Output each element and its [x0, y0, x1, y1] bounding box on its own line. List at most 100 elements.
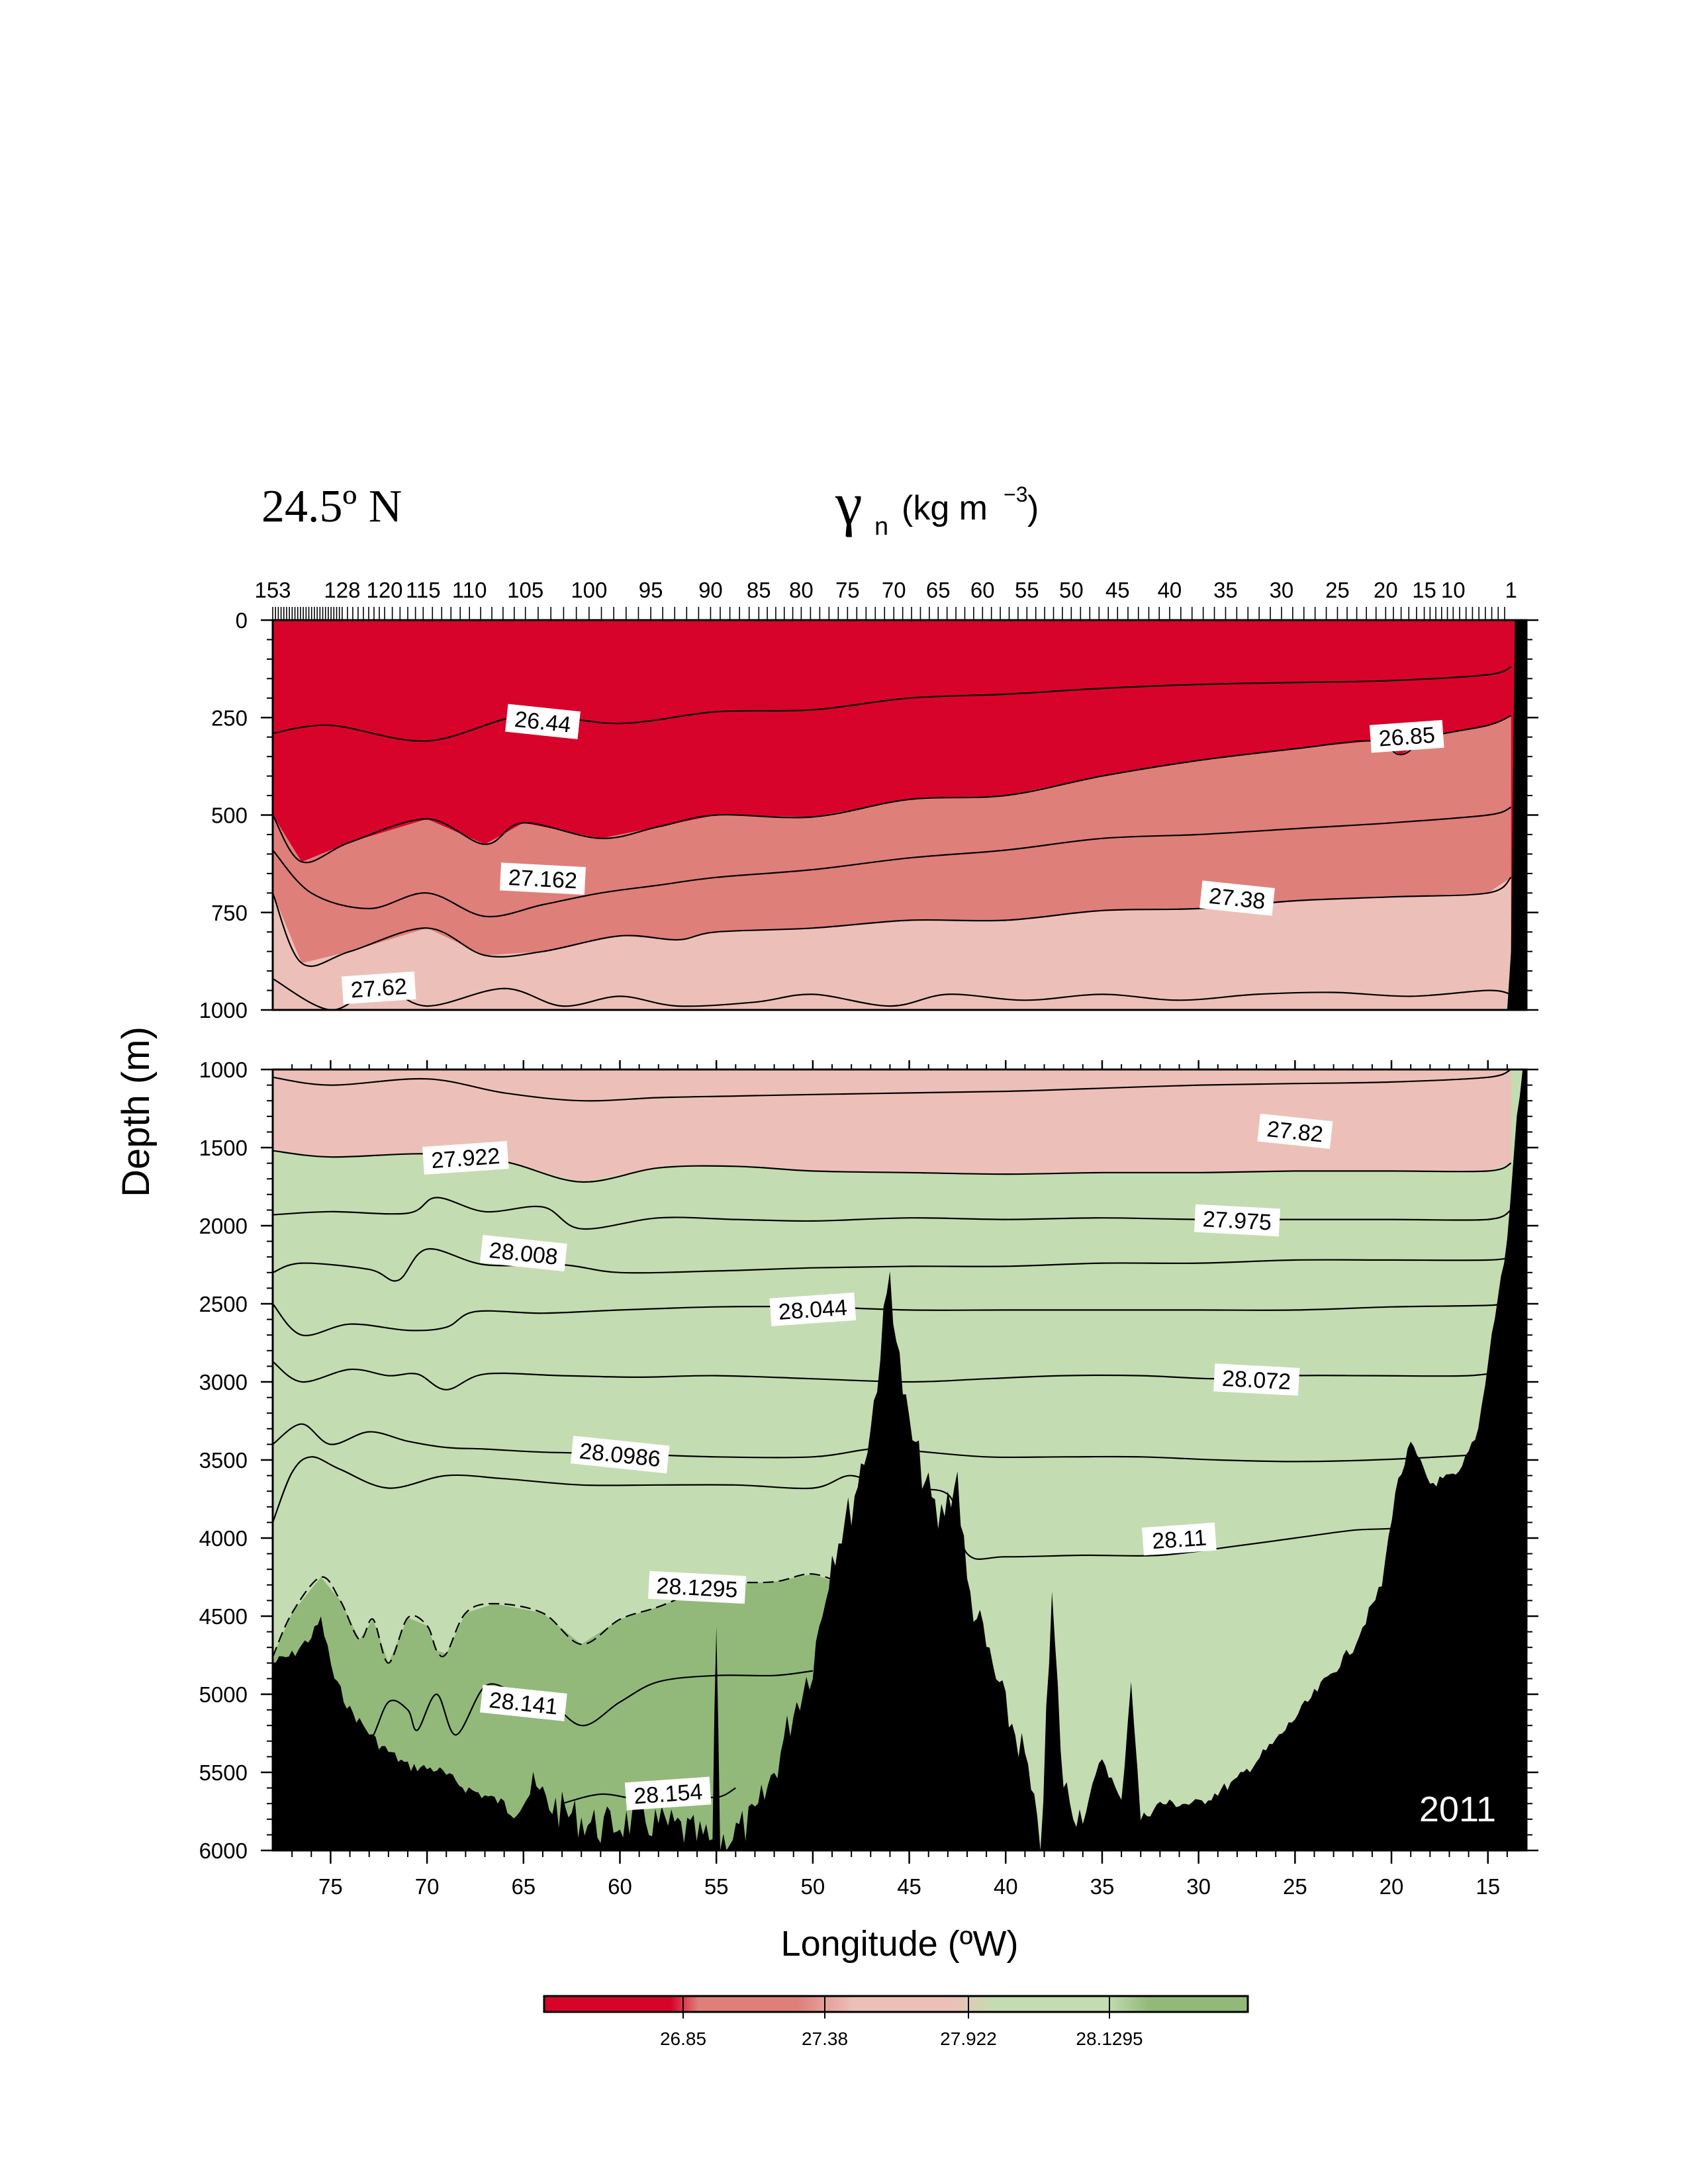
station-label: 128	[324, 578, 360, 602]
contour-28.008	[273, 1248, 1511, 1282]
colorbar-tick-label: 26.85	[660, 2028, 706, 2049]
contour-label-28.044: 28.044	[769, 1292, 857, 1326]
contour-27.62	[273, 978, 1511, 1010]
contour-label-27.975: 27.975	[1194, 1204, 1280, 1237]
xtick-label: 60	[608, 1874, 632, 1899]
lower-panel: 27.8227.92227.97528.00828.04428.07228.09…	[273, 1069, 1526, 1850]
y-axis-label: Depth (m)	[115, 1026, 158, 1197]
region-layer-3-upper	[273, 877, 1511, 1010]
contour-label-27.922: 27.922	[422, 1141, 509, 1175]
xtick-label: 45	[897, 1874, 921, 1899]
ytick-label: 1000	[199, 1058, 248, 1082]
ytick-label: 750	[211, 901, 248, 925]
ytick-label: 3500	[199, 1448, 248, 1473]
xtick-label: 20	[1380, 1874, 1404, 1899]
chart-title-left: 24.5º N	[261, 481, 402, 532]
contour-label-27.82: 27.82	[1257, 1113, 1333, 1150]
chart-title-center: γ n (kg m −3 )	[835, 470, 1039, 541]
station-label: 95	[639, 578, 663, 602]
colorbar-tick-label: 28.1295	[1076, 2028, 1143, 2049]
station-label: 115	[406, 578, 441, 602]
station-label: 55	[1015, 578, 1039, 602]
contour-26.44	[273, 666, 1512, 742]
station-label: 100	[571, 578, 607, 602]
station-label: 1	[1505, 578, 1517, 602]
axes: 0 250 500 750 1000 1000 1500 2000 2500 3000 3500 40…	[199, 578, 1538, 1899]
contour-label-28.11: 28.11	[1142, 1522, 1217, 1556]
station-label: 65	[926, 578, 951, 602]
colorbar: 26.85 27.38 27.922 28.1295	[543, 1995, 1249, 2049]
xtick-label: 15	[1476, 1874, 1500, 1899]
contour-label-text: 28.072	[1221, 1366, 1291, 1394]
station-label: 30	[1270, 578, 1294, 602]
station-label: 153	[254, 578, 291, 602]
xtick-label: 55	[704, 1874, 729, 1899]
xtick-label: 65	[511, 1874, 536, 1899]
contour-27.82	[273, 1069, 1512, 1102]
xtick-label: 35	[1090, 1874, 1115, 1899]
station-label: 90	[698, 578, 723, 602]
bathymetry-lower	[273, 1069, 1526, 1850]
contour-label-27.38: 27.38	[1199, 880, 1275, 916]
contour-label-text: 27.38	[1208, 884, 1267, 915]
station-label: 85	[747, 578, 771, 602]
station-label: 70	[882, 578, 906, 602]
contour-label-text: 27.62	[350, 974, 408, 1003]
ytick-label: 2500	[199, 1292, 248, 1316]
units-exponent: −3	[1004, 482, 1027, 506]
contour-label-text: 27.922	[430, 1144, 500, 1173]
xtick-label: 25	[1283, 1874, 1307, 1899]
station-label: 120	[366, 578, 402, 602]
ytick-label: 4000	[199, 1526, 248, 1551]
xtick-label: 50	[801, 1874, 825, 1899]
station-label: 50	[1059, 578, 1084, 602]
contour-label-27.162: 27.162	[499, 862, 586, 895]
contour-label-26.85: 26.85	[1369, 719, 1444, 753]
contour-label-27.62: 27.62	[341, 971, 416, 1005]
contour-label-text: 27.82	[1266, 1116, 1325, 1148]
xtick-label: 40	[994, 1874, 1018, 1899]
station-label: 45	[1105, 578, 1130, 602]
ytick-label: 250	[211, 705, 248, 730]
contour-label-text: 26.85	[1378, 723, 1436, 752]
ytick-label: 1500	[199, 1136, 248, 1160]
contour-label-text: 28.154	[633, 1779, 703, 1809]
gamma-subscript: n	[874, 513, 888, 541]
year-label: 2011	[1419, 1790, 1496, 1829]
contour-label-text: 28.11	[1151, 1525, 1207, 1555]
xtick-label: 70	[415, 1874, 440, 1899]
ytick-label: 0	[236, 608, 248, 633]
contour-label-text: 27.975	[1202, 1206, 1272, 1235]
units-text: (kg m	[902, 489, 988, 527]
ytick-label: 2000	[199, 1214, 248, 1238]
contour-label-text: 27.162	[508, 865, 578, 893]
contour-27.38	[273, 876, 1512, 968]
contour-27.975	[273, 1197, 1512, 1230]
station-label: 10	[1441, 578, 1466, 602]
contour-label-28.072: 28.072	[1213, 1363, 1300, 1396]
xtick-label: 75	[318, 1874, 343, 1899]
ytick-label: 500	[211, 803, 248, 828]
gamma-symbol: γ	[835, 470, 863, 537]
xtick-label: 30	[1186, 1874, 1211, 1899]
contour-27.162	[273, 806, 1512, 918]
bathymetry-upper	[1507, 620, 1526, 1010]
contour-label-text: 28.044	[778, 1295, 848, 1325]
ytick-label: 6000	[199, 1839, 248, 1863]
contour-label-28.141: 28.141	[480, 1684, 567, 1721]
station-label: 105	[507, 578, 543, 602]
ytick-label: 1000	[199, 998, 248, 1023]
contour-28.0986	[273, 1423, 1511, 1463]
contour-label-28.1295: 28.1295	[648, 1570, 747, 1604]
station-label: 75	[835, 578, 860, 602]
ytick-label: 3000	[199, 1370, 248, 1394]
ytick-label: 5500	[199, 1760, 248, 1785]
station-label: 25	[1325, 578, 1350, 602]
colorbar-tick-label: 27.38	[802, 2028, 848, 2049]
station-label: 60	[970, 578, 995, 602]
contour-label-28.008: 28.008	[480, 1234, 567, 1272]
contour-label-28.154: 28.154	[624, 1776, 712, 1811]
ytick-label: 4500	[199, 1604, 248, 1629]
